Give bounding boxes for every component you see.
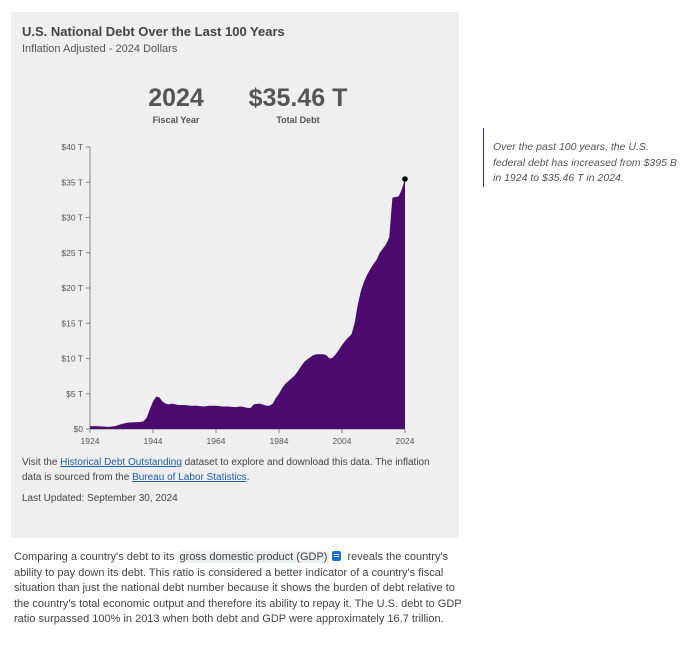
total-debt-value: $35.46 T [248, 84, 348, 112]
debt-area-series [90, 179, 405, 429]
x-tick-label: 1984 [270, 436, 289, 446]
x-tick-label: 1924 [81, 436, 100, 446]
source-suffix: . [246, 472, 250, 483]
historical-debt-link[interactable]: Historical Debt Outstanding [60, 457, 182, 468]
source-prefix: Visit the [22, 457, 61, 468]
y-tick-label: $5 T [66, 389, 83, 399]
chart-subtitle: Inflation Adjusted - 2024 Dollars [22, 43, 178, 55]
y-tick-label: $10 T [61, 354, 83, 364]
total-debt-label: Total Debt [276, 115, 320, 125]
chart-title: U.S. National Debt Over the Last 100 Yea… [22, 24, 285, 39]
paragraph-after: reveals the country's ability to pay dow… [14, 551, 462, 625]
y-tick-label: $35 T [61, 177, 83, 187]
y-tick-label: $15 T [61, 318, 83, 328]
source-note: Visit the Historical Debt Outstanding da… [22, 455, 442, 485]
last-updated: Last Updated: September 30, 2024 [22, 493, 178, 504]
gdp-paragraph: Comparing a country's debt to its gross … [14, 550, 464, 628]
y-tick-label: $0 [74, 424, 84, 434]
y-tick-label: $20 T [61, 283, 83, 293]
fiscal-year-value: 2024 [148, 84, 204, 112]
x-tick-label: 1964 [207, 436, 226, 446]
bls-link[interactable]: Bureau of Labor Statistics [132, 472, 247, 483]
y-tick-label: $40 T [61, 142, 83, 152]
callout: Over the past 100 years, the U.S. federa… [483, 128, 683, 187]
latest-value-marker [402, 176, 408, 182]
fiscal-year-label: Fiscal Year [152, 115, 200, 125]
x-tick-label: 1944 [144, 436, 163, 446]
x-tick-label: 2024 [396, 436, 415, 446]
source-middle: dataset to explore and download this dat… [22, 457, 430, 483]
y-tick-label: $25 T [61, 248, 83, 258]
y-tick-label: $30 T [61, 213, 83, 223]
x-tick-label: 2004 [333, 436, 352, 446]
glossary-book-icon[interactable] [332, 551, 342, 561]
gdp-term-link[interactable]: gross domestic product (GDP) [177, 551, 330, 563]
paragraph-before: Comparing a country's debt to its [14, 551, 178, 563]
callout-text: Over the past 100 years, the U.S. federa… [493, 141, 677, 184]
